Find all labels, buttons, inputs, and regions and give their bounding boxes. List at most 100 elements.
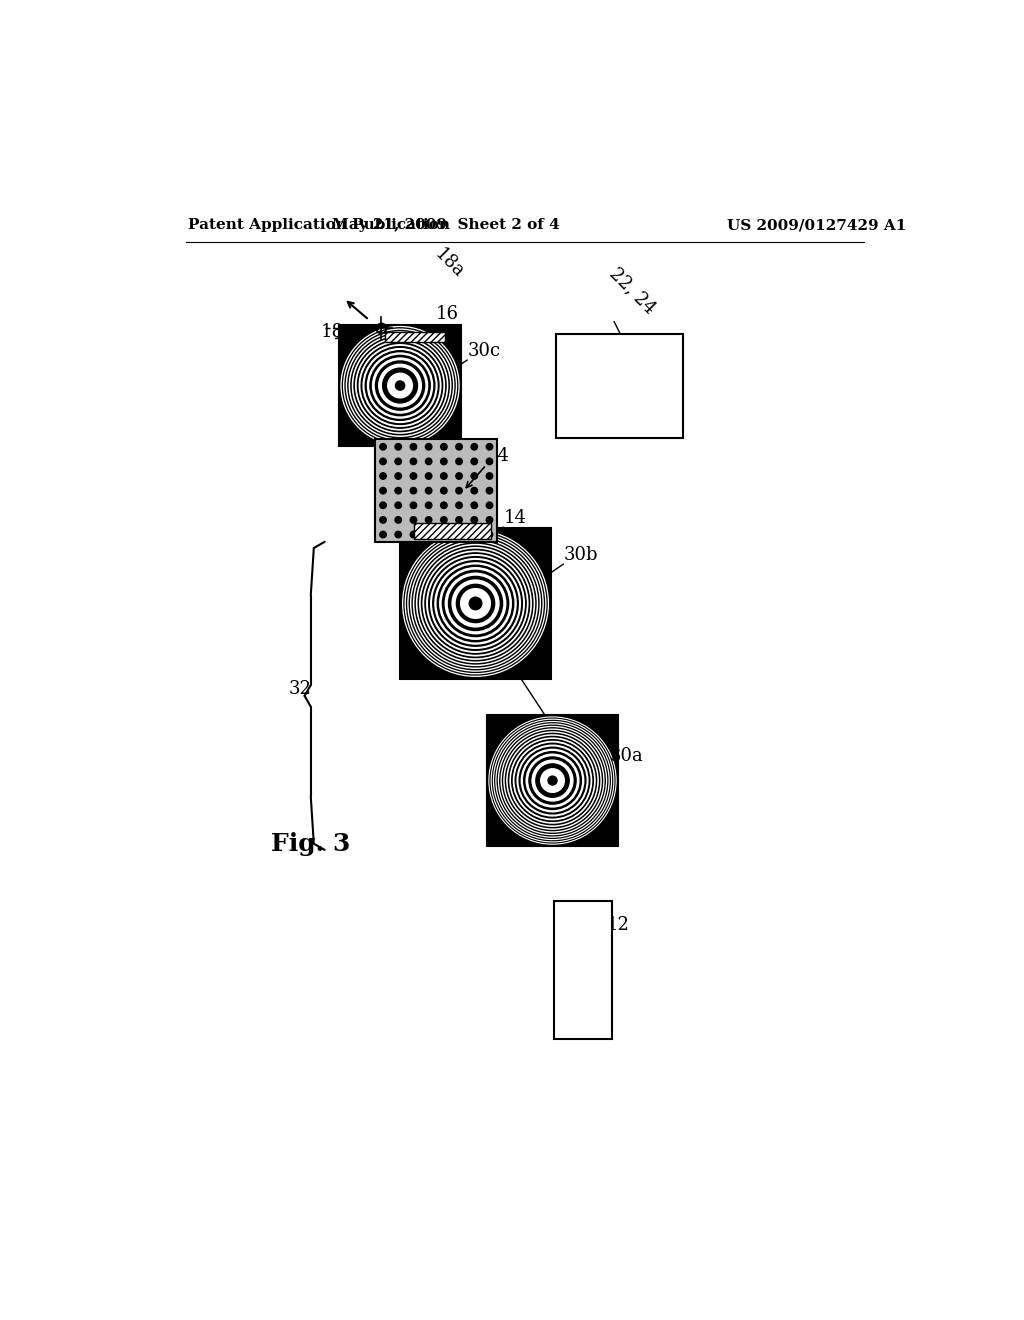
- Circle shape: [349, 335, 451, 437]
- Circle shape: [490, 718, 614, 843]
- Circle shape: [414, 541, 538, 665]
- Circle shape: [456, 487, 462, 494]
- Circle shape: [440, 502, 447, 508]
- Circle shape: [379, 364, 421, 407]
- Circle shape: [425, 553, 526, 653]
- Circle shape: [380, 516, 386, 523]
- Circle shape: [388, 374, 413, 397]
- Circle shape: [395, 458, 401, 465]
- Circle shape: [425, 516, 432, 523]
- Circle shape: [492, 719, 613, 842]
- Circle shape: [440, 444, 447, 450]
- Circle shape: [462, 590, 489, 616]
- Circle shape: [486, 458, 493, 465]
- Circle shape: [395, 381, 404, 391]
- Circle shape: [395, 444, 401, 450]
- Circle shape: [493, 721, 612, 841]
- Circle shape: [471, 516, 477, 523]
- Circle shape: [411, 539, 541, 668]
- Circle shape: [395, 502, 401, 508]
- Circle shape: [370, 355, 430, 416]
- Text: 18: 18: [321, 323, 344, 341]
- Bar: [385, 331, 444, 342]
- Text: 18a: 18a: [431, 246, 467, 281]
- Circle shape: [411, 487, 417, 494]
- Circle shape: [348, 334, 453, 438]
- Circle shape: [380, 502, 386, 508]
- Circle shape: [410, 537, 542, 669]
- Circle shape: [504, 733, 601, 829]
- Circle shape: [517, 746, 588, 816]
- Circle shape: [380, 487, 386, 494]
- Circle shape: [411, 444, 417, 450]
- Circle shape: [425, 458, 432, 465]
- Circle shape: [395, 532, 401, 537]
- Text: 16: 16: [436, 305, 459, 322]
- Text: 30c: 30c: [468, 342, 501, 360]
- Circle shape: [433, 561, 518, 647]
- Circle shape: [403, 532, 547, 675]
- Circle shape: [423, 550, 528, 656]
- Circle shape: [526, 754, 579, 807]
- Circle shape: [499, 726, 606, 834]
- Circle shape: [437, 565, 514, 642]
- Circle shape: [425, 487, 432, 494]
- Circle shape: [411, 516, 417, 523]
- Circle shape: [354, 339, 446, 432]
- Circle shape: [440, 458, 447, 465]
- Circle shape: [411, 473, 417, 479]
- Circle shape: [440, 532, 447, 537]
- Circle shape: [359, 345, 441, 426]
- Circle shape: [440, 487, 447, 494]
- Text: 14: 14: [504, 508, 527, 527]
- Bar: [376, 440, 497, 541]
- Circle shape: [508, 737, 597, 825]
- Circle shape: [407, 535, 545, 672]
- Circle shape: [380, 532, 386, 537]
- Circle shape: [366, 351, 435, 420]
- Circle shape: [425, 502, 432, 508]
- Circle shape: [440, 516, 447, 523]
- Circle shape: [496, 725, 609, 837]
- Circle shape: [500, 727, 605, 833]
- Circle shape: [352, 338, 447, 433]
- Circle shape: [456, 516, 462, 523]
- Circle shape: [489, 717, 616, 843]
- Circle shape: [506, 734, 600, 828]
- Circle shape: [523, 751, 582, 809]
- Circle shape: [383, 368, 418, 403]
- Circle shape: [435, 562, 516, 644]
- Circle shape: [411, 458, 417, 465]
- Circle shape: [456, 473, 462, 479]
- Circle shape: [521, 750, 584, 812]
- Circle shape: [449, 577, 503, 631]
- Circle shape: [344, 329, 457, 442]
- Circle shape: [461, 589, 490, 618]
- Circle shape: [542, 770, 563, 791]
- Circle shape: [471, 444, 477, 450]
- Circle shape: [355, 341, 444, 430]
- Circle shape: [411, 532, 417, 537]
- Circle shape: [453, 579, 499, 627]
- Text: 12: 12: [606, 916, 630, 935]
- Circle shape: [486, 502, 493, 508]
- Circle shape: [512, 739, 593, 821]
- Circle shape: [471, 532, 477, 537]
- Bar: [414, 524, 490, 539]
- Circle shape: [373, 358, 428, 413]
- Circle shape: [380, 444, 386, 450]
- Circle shape: [486, 532, 493, 537]
- Circle shape: [411, 502, 417, 508]
- Circle shape: [456, 458, 462, 465]
- Circle shape: [420, 548, 531, 659]
- Bar: [339, 325, 461, 446]
- Circle shape: [345, 330, 455, 441]
- Text: Patent Application Publication: Patent Application Publication: [188, 218, 451, 232]
- Circle shape: [440, 473, 447, 479]
- Circle shape: [361, 347, 439, 425]
- Circle shape: [456, 502, 462, 508]
- Text: US 2009/0127429 A1: US 2009/0127429 A1: [727, 218, 906, 232]
- Text: 22, 24: 22, 24: [606, 264, 659, 317]
- Circle shape: [445, 573, 506, 634]
- Circle shape: [406, 533, 546, 673]
